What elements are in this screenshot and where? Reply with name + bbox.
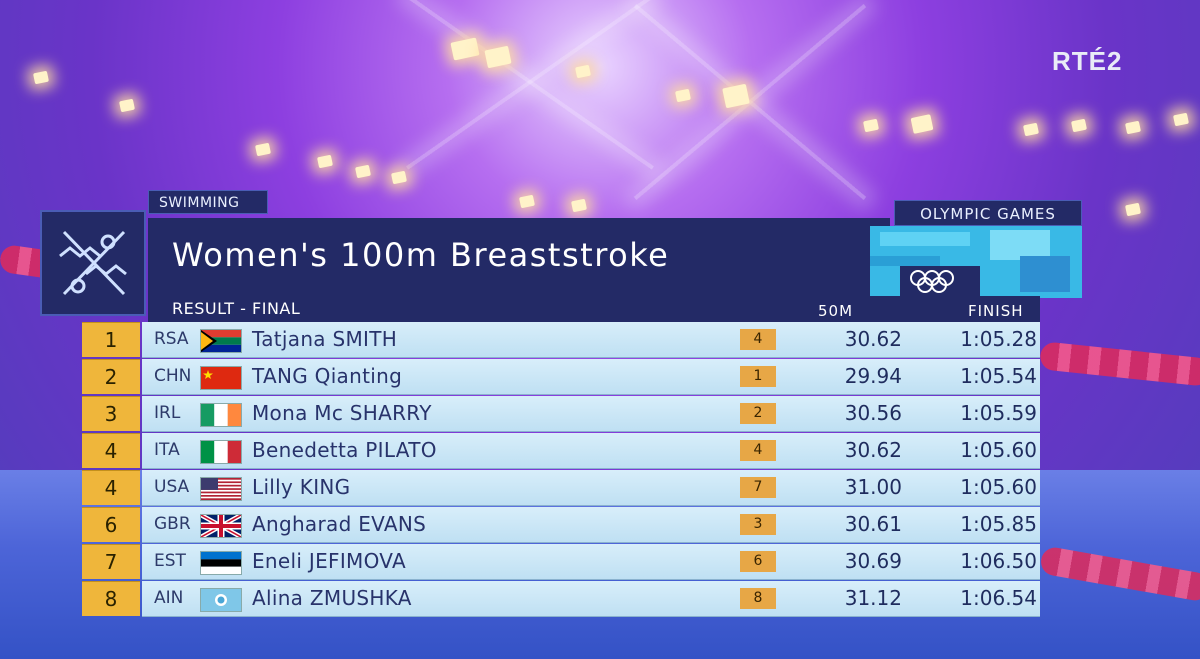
finish-time: 1:05.60 xyxy=(960,438,1037,462)
finish-time: 1:05.60 xyxy=(960,475,1037,499)
rank-badge: 1 xyxy=(82,322,140,357)
noc-code: EST xyxy=(154,551,186,571)
split-time: 30.62 xyxy=(844,327,902,351)
china-flag-icon xyxy=(200,366,242,390)
split-time: 30.62 xyxy=(844,438,902,462)
finish-column-header: FINISH xyxy=(968,302,1024,320)
row-strip: CHN TANG Qianting 1 29.94 1:05.54 xyxy=(142,359,1040,395)
split-rank-badge: 3 xyxy=(740,514,776,535)
event-title: Women's 100m Breaststroke xyxy=(172,236,670,274)
rank-badge: 4 xyxy=(82,433,140,468)
swimming-icon xyxy=(59,230,127,296)
estonia-flag-icon xyxy=(200,551,242,575)
rank-badge: 8 xyxy=(82,581,140,616)
finish-time: 1:05.54 xyxy=(960,364,1037,388)
split-rank-badge: 6 xyxy=(740,551,776,572)
split-rank-badge: 2 xyxy=(740,403,776,424)
split-rank-badge: 1 xyxy=(740,366,776,387)
split-rank-badge: 8 xyxy=(740,588,776,609)
table-row: 7 EST Eneli JEFIMOVA 6 30.69 1:06.50 xyxy=(82,544,1040,580)
channel-logo: RTÉ2 xyxy=(1052,46,1123,76)
swimming-pictogram xyxy=(40,210,146,316)
result-header-bar: RESULT - FINAL 50M FINISH xyxy=(148,296,1040,322)
rank-badge: 6 xyxy=(82,507,140,542)
noc-code: RSA xyxy=(154,329,189,349)
finish-time: 1:05.85 xyxy=(960,512,1037,536)
table-row: 2 CHN TANG Qianting 1 29.94 1:05.54 xyxy=(82,359,1040,395)
athlete-name: Lilly KING xyxy=(252,475,351,499)
split-rank-badge: 7 xyxy=(740,477,776,498)
athlete-name: Mona Mc SHARRY xyxy=(252,401,432,425)
row-strip: GBR Angharad EVANS 3 30.61 1:05.85 xyxy=(142,507,1040,543)
table-row: 4 ITA Benedetta PILATO 4 30.62 1:05.60 xyxy=(82,433,1040,469)
split-column-header: 50M xyxy=(818,302,854,320)
split-time: 31.00 xyxy=(844,475,902,499)
rank-badge: 3 xyxy=(82,396,140,431)
south-africa-flag-icon xyxy=(200,329,242,353)
uk-flag-icon xyxy=(200,514,242,538)
usa-flag-icon xyxy=(200,477,242,501)
italy-flag-icon xyxy=(200,440,242,464)
split-time: 31.12 xyxy=(844,586,902,610)
rank-badge: 7 xyxy=(82,544,140,579)
row-strip: IRL Mona Mc SHARRY 2 30.56 1:05.59 xyxy=(142,396,1040,432)
row-strip: ITA Benedetta PILATO 4 30.62 1:05.60 xyxy=(142,433,1040,469)
noc-code: IRL xyxy=(154,403,181,423)
finish-time: 1:06.50 xyxy=(960,549,1037,573)
noc-code: GBR xyxy=(154,514,191,534)
ain-flag-icon xyxy=(200,588,242,612)
finish-time: 1:06.54 xyxy=(960,586,1037,610)
olympic-rings-icon xyxy=(870,226,1082,298)
split-rank-badge: 4 xyxy=(740,440,776,461)
row-strip: EST Eneli JEFIMOVA 6 30.69 1:06.50 xyxy=(142,544,1040,580)
athlete-name: TANG Qianting xyxy=(252,364,403,388)
split-time: 30.61 xyxy=(844,512,902,536)
split-time: 30.56 xyxy=(844,401,902,425)
athlete-name: Eneli JEFIMOVA xyxy=(252,549,406,573)
table-row: 6 GBR Angharad EVANS 3 30.61 1:05.85 xyxy=(82,507,1040,543)
finish-time: 1:05.59 xyxy=(960,401,1037,425)
row-strip: USA Lilly KING 7 31.00 1:05.60 xyxy=(142,470,1040,506)
noc-code: AIN xyxy=(154,588,184,608)
result-label: RESULT - FINAL xyxy=(172,299,301,318)
rank-badge: 2 xyxy=(82,359,140,394)
ireland-flag-icon xyxy=(200,403,242,427)
row-strip: AIN Alina ZMUSHKA 8 31.12 1:06.54 xyxy=(142,581,1040,617)
finish-time: 1:05.28 xyxy=(960,327,1037,351)
noc-code: CHN xyxy=(154,366,192,386)
split-time: 30.69 xyxy=(844,549,902,573)
split-rank-badge: 4 xyxy=(740,329,776,350)
table-row: 1 RSA Tatjana SMITH 4 30.62 1:05.28 xyxy=(82,322,1040,358)
rank-badge: 4 xyxy=(82,470,140,505)
athlete-name: Benedetta PILATO xyxy=(252,438,437,462)
split-time: 29.94 xyxy=(844,364,902,388)
event-title-bar: Women's 100m Breaststroke xyxy=(148,218,890,296)
row-strip: RSA Tatjana SMITH 4 30.62 1:05.28 xyxy=(142,322,1040,358)
athlete-name: Alina ZMUSHKA xyxy=(252,586,412,610)
olympic-games-tab: OLYMPIC GAMES xyxy=(894,200,1082,226)
table-row: 8 AIN Alina ZMUSHKA 8 31.12 1:06.54 xyxy=(82,581,1040,617)
table-row: 4 USA Lilly KING 7 31.00 1:05.60 xyxy=(82,470,1040,506)
olympic-brand-art xyxy=(870,226,1082,298)
table-row: 3 IRL Mona Mc SHARRY 2 30.56 1:05.59 xyxy=(82,396,1040,432)
sport-tab: SWIMMING xyxy=(148,190,268,214)
athlete-name: Angharad EVANS xyxy=(252,512,427,536)
noc-code: ITA xyxy=(154,440,180,460)
noc-code: USA xyxy=(154,477,190,497)
athlete-name: Tatjana SMITH xyxy=(252,327,398,351)
